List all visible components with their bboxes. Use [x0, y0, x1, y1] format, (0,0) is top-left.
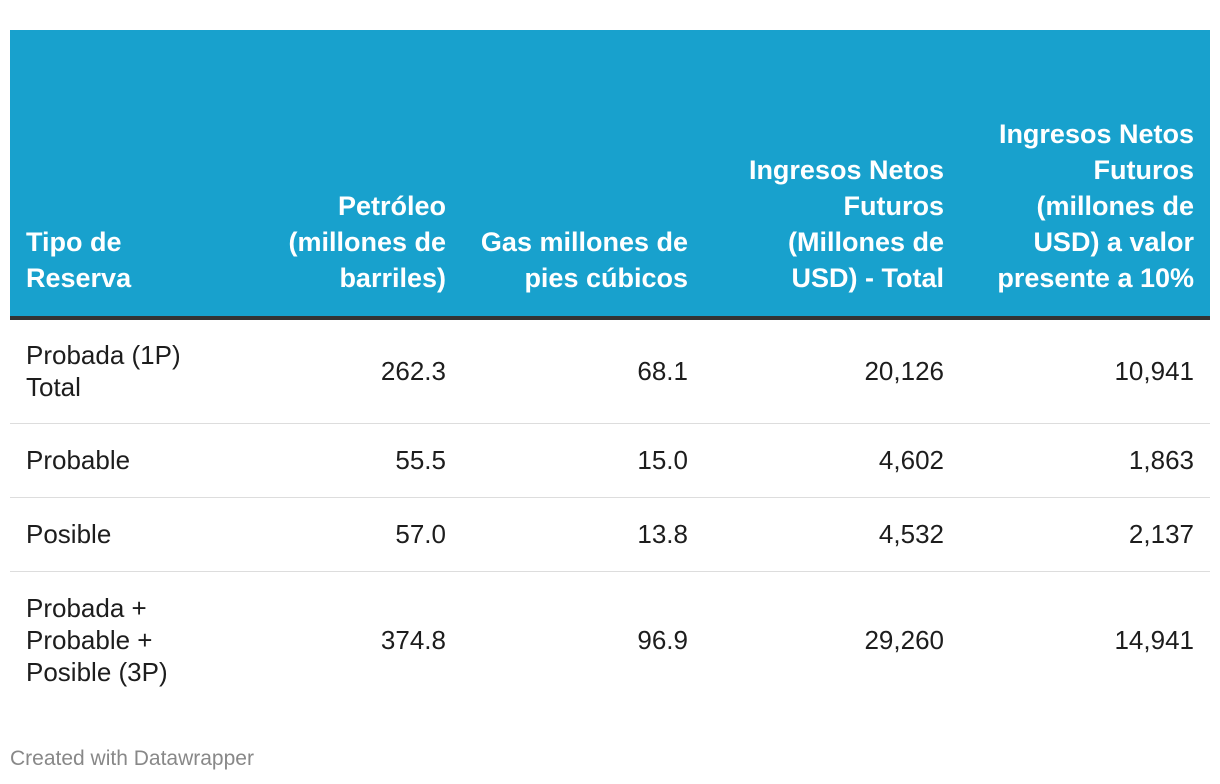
cell-gas: 15.0 [462, 423, 704, 498]
column-header-petroleo[interactable]: Petróleo (millones de barriles) [234, 30, 462, 320]
column-header-tipo-de-reserva[interactable]: Tipo de Reserva [10, 30, 234, 320]
cell-petroleo: 374.8 [380, 625, 446, 656]
cell-ingresos-valor-presente: 1,863 [960, 423, 1210, 498]
table-row: Probada + Probable + Posible (3P) 374.8 … [10, 571, 1210, 709]
table-row: Posible 57.0 13.8 4,532 2,137 [10, 497, 1210, 572]
cell-gas: 96.9 [637, 625, 688, 656]
datawrapper-credit[interactable]: Created with Datawrapper [10, 747, 254, 770]
cell-petroleo: 57.0 [234, 497, 462, 572]
cell-ingresos-total: 29,260 [864, 625, 944, 656]
table-header-row: Tipo de Reserva Petróleo (millones de ba… [10, 30, 1210, 320]
cell-ingresos-total: 20,126 [704, 318, 960, 424]
row-label: Probable [10, 423, 234, 498]
cell-ingresos-total: 4,532 [704, 497, 960, 572]
cell-petroleo: 262.3 [234, 318, 462, 424]
data-table-container: Tipo de Reserva Petróleo (millones de ba… [10, 30, 1210, 709]
column-header-ingresos-total[interactable]: Ingresos Netos Futuros (Millones de USD)… [704, 30, 960, 320]
cell-ingresos-valor-presente: 10,941 [960, 318, 1210, 424]
cell-ingresos-valor-presente: 2,137 [960, 497, 1210, 572]
row-label: Probada + Probable + Posible (3P) [26, 593, 168, 688]
column-header-gas[interactable]: Gas millones de pies cúbicos [462, 30, 704, 320]
row-label: Probada (1P) Total [10, 318, 234, 424]
cell-petroleo: 55.5 [234, 423, 462, 498]
table-row: Probada (1P) Total 262.3 68.1 20,126 10,… [10, 318, 1210, 424]
column-header-ingresos-valor-presente[interactable]: Ingresos Netos Futuros (millones de USD)… [960, 30, 1210, 320]
cell-ingresos-total: 4,602 [704, 423, 960, 498]
table-row: Probable 55.5 15.0 4,602 1,863 [10, 423, 1210, 498]
row-label: Posible [10, 497, 234, 572]
cell-ingresos-valor-presente: 14,941 [1114, 625, 1194, 656]
cell-gas: 13.8 [462, 497, 704, 572]
cell-gas: 68.1 [462, 318, 704, 424]
reserves-table: Tipo de Reserva Petróleo (millones de ba… [10, 30, 1210, 709]
